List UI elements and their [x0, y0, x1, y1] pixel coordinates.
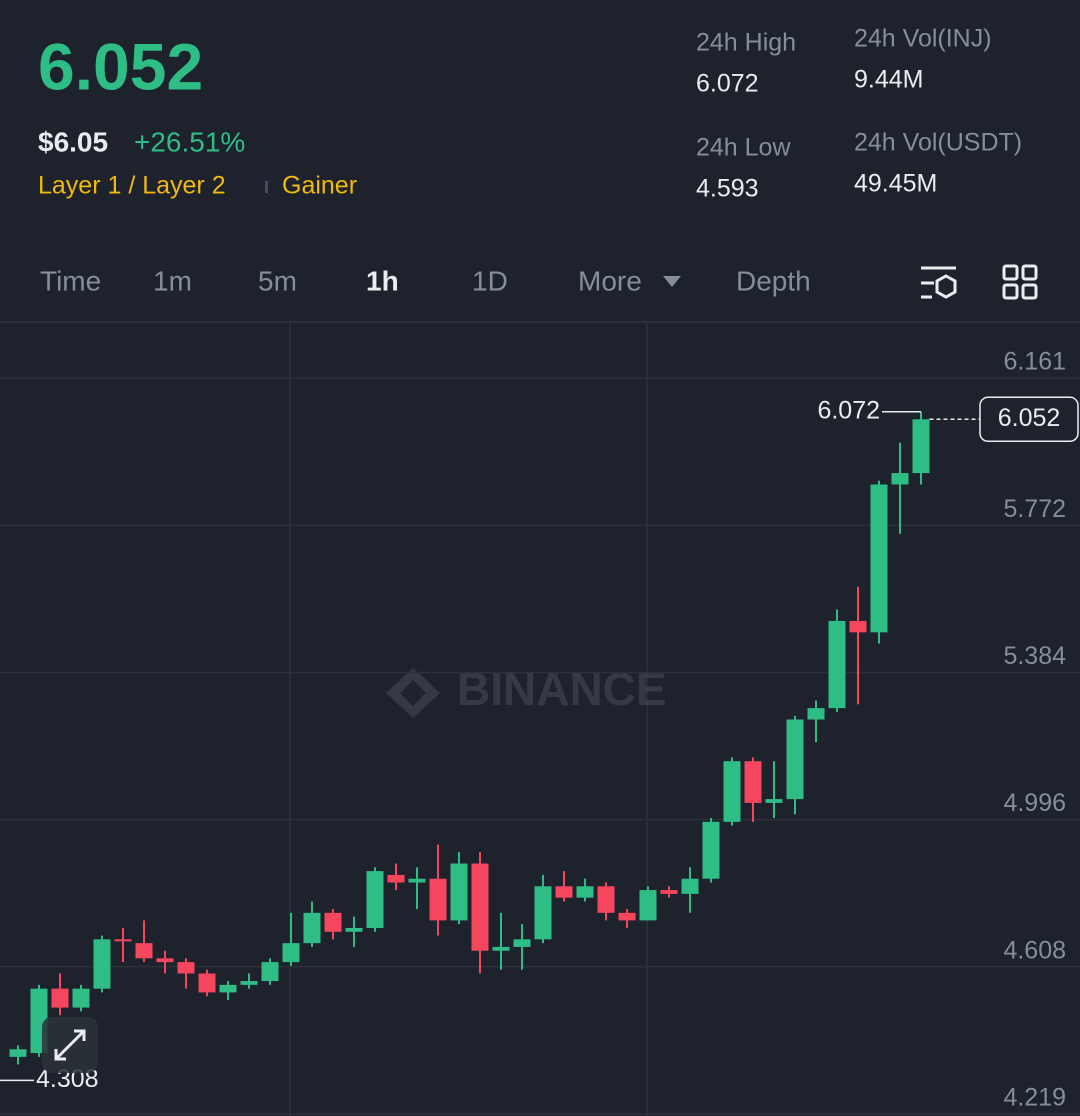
candle-body — [93, 939, 111, 989]
candle-body — [303, 912, 321, 944]
tab[interactable]: More — [578, 265, 642, 296]
candle-body — [681, 878, 699, 894]
last-price: 6.052 — [38, 29, 203, 103]
candle-body — [282, 943, 300, 963]
candle-body — [471, 863, 489, 951]
candle-body — [723, 761, 741, 822]
stat-value: 9.44M — [854, 66, 923, 94]
candle-body — [786, 719, 804, 800]
candle-body — [513, 939, 531, 947]
tab[interactable]: 5m — [258, 265, 297, 296]
settings-icon[interactable] — [921, 266, 957, 299]
candle-body — [891, 473, 909, 485]
watermark: BINANCE — [386, 663, 667, 718]
candle-body — [366, 871, 384, 928]
candle-body — [219, 984, 237, 993]
candle-body — [156, 958, 174, 963]
stat-label: 24h Vol(INJ) — [854, 25, 992, 53]
fiat-price: $6.05 — [38, 126, 108, 157]
candle-body — [744, 761, 762, 803]
plot: 6.161 5.772 5.384 4.996 4.608 4.219 6.072 6.052… — [0, 348, 1080, 1115]
tag[interactable]: Gainer — [282, 172, 357, 200]
candle-body — [135, 943, 153, 959]
candle-body — [576, 886, 594, 898]
candle-body — [387, 874, 405, 883]
candle-body — [639, 890, 657, 921]
y-tick-label: 4.608 — [1003, 936, 1066, 964]
candle-body — [177, 962, 195, 974]
candle-body — [618, 912, 636, 921]
y-tick-label: 5.772 — [1003, 495, 1066, 523]
y-tick-label: 6.161 — [1003, 348, 1066, 376]
candle-body — [198, 973, 216, 993]
candle-body — [765, 799, 783, 803]
tab[interactable]: 1D — [472, 265, 508, 296]
expand-button[interactable] — [42, 1017, 98, 1073]
candle-body — [849, 620, 867, 633]
stat-value: 4.593 — [696, 175, 759, 203]
y-tick-label: 4.996 — [1003, 789, 1066, 817]
layout-icon[interactable] — [1002, 264, 1038, 300]
candle-body — [492, 946, 510, 951]
high-marker-label: 6.072 — [817, 396, 880, 424]
candle-body — [114, 939, 132, 942]
dropdown-arrow — [663, 276, 681, 287]
last-price-label: 6.052 — [998, 404, 1061, 432]
tab[interactable]: 1m — [153, 265, 192, 296]
candle-body — [261, 962, 279, 982]
watermark-text: BINANCE — [457, 663, 667, 715]
stat-label: 24h Vol(USDT) — [854, 129, 1022, 157]
candle-body — [51, 988, 69, 1008]
candle-body — [324, 912, 342, 932]
candle-body — [660, 890, 678, 894]
candle-body — [912, 419, 930, 474]
candle-body — [450, 863, 468, 921]
y-tick-label: 5.384 — [1003, 642, 1066, 670]
candle-body — [240, 981, 258, 985]
candle-body — [807, 708, 825, 720]
tag[interactable]: Layer 1 / Layer 2 — [38, 172, 226, 200]
last-price-box — [979, 396, 1079, 443]
stat-value: 6.072 — [696, 70, 759, 98]
y-tick-label: 4.219 — [1003, 1084, 1066, 1112]
candle-body — [534, 886, 552, 940]
candle-body — [702, 821, 720, 879]
candle-body — [9, 1049, 27, 1057]
candle-body — [429, 878, 447, 921]
candle-body — [555, 886, 573, 898]
candle-body — [597, 886, 615, 913]
tag-separator — [265, 181, 268, 193]
candle-body — [828, 620, 846, 709]
candle-body — [72, 988, 90, 1008]
candle-body — [870, 484, 888, 633]
stat-label: 24h High — [696, 29, 796, 57]
candle-body — [408, 878, 426, 883]
tab[interactable]: Time — [40, 265, 101, 296]
candle-body — [345, 927, 363, 932]
price-change: +26.51% — [134, 126, 245, 157]
stat-value: 49.45M — [854, 170, 937, 198]
tab-active[interactable]: 1h — [366, 265, 399, 296]
tab[interactable]: Depth — [736, 265, 811, 296]
stat-label: 24h Low — [696, 134, 791, 162]
